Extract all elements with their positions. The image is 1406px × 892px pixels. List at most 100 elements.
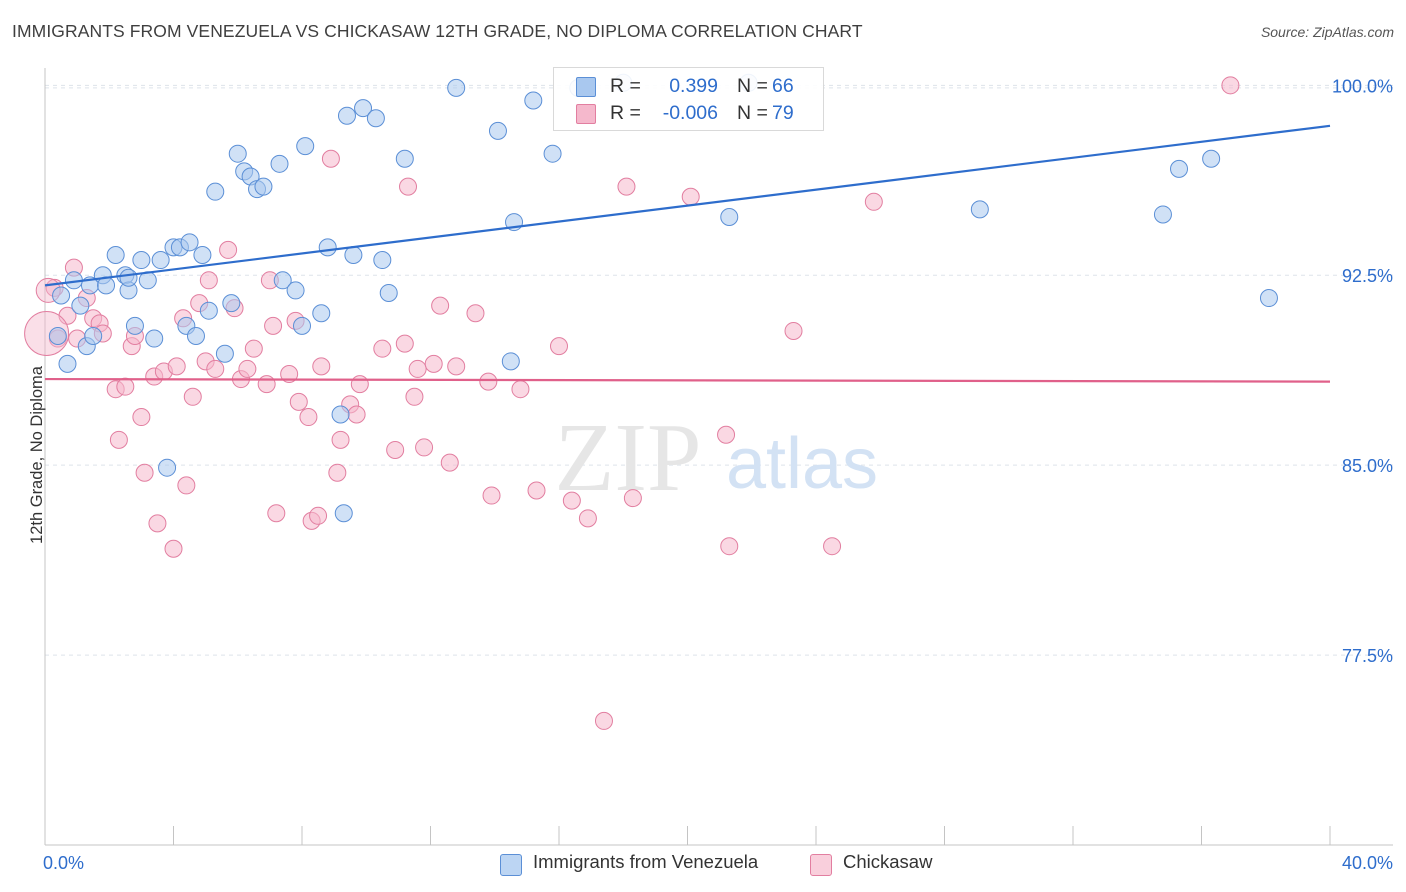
point-chickasaw <box>415 438 434 457</box>
point-venezuela <box>354 99 373 118</box>
point-venezuela <box>132 251 151 270</box>
watermark: ZIP atlas <box>555 404 879 512</box>
point-venezuela <box>373 251 392 270</box>
point-chickasaw <box>447 357 466 376</box>
point-venezuela <box>1202 149 1221 168</box>
point-venezuela <box>293 316 311 335</box>
point-venezuela <box>344 245 363 264</box>
point-chickasaw <box>864 192 883 211</box>
source-credit: Source: ZipAtlas.com <box>1260 24 1394 40</box>
point-chickasaw <box>321 149 340 168</box>
point-chickasaw <box>408 359 427 378</box>
r-value: 0.399 <box>669 75 718 97</box>
point-venezuela <box>206 182 225 201</box>
point-chickasaw <box>312 357 331 376</box>
point-chickasaw <box>373 339 392 358</box>
point-venezuela <box>543 144 562 163</box>
point-venezuela <box>71 296 90 315</box>
point-chickasaw <box>405 387 424 406</box>
point-chickasaw <box>527 481 546 500</box>
x-tick-label-min: 0.0% <box>43 853 84 873</box>
point-venezuela <box>501 352 520 371</box>
n-label: N = <box>737 102 768 124</box>
point-venezuela <box>488 121 507 140</box>
point-venezuela <box>186 327 205 346</box>
y-tick-label: 85.0% <box>1342 456 1393 476</box>
legend-swatch-venezuela <box>500 854 522 876</box>
point-chickasaw <box>431 296 450 315</box>
point-venezuela <box>312 304 331 323</box>
point-chickasaw <box>177 476 196 495</box>
point-venezuela <box>84 327 103 346</box>
point-chickasaw <box>511 380 530 399</box>
point-chickasaw <box>550 337 568 356</box>
legend-swatch-chickasaw <box>810 854 832 876</box>
point-chickasaw <box>264 316 283 335</box>
point-chickasaw <box>720 537 739 556</box>
n-value: 79 <box>772 102 794 124</box>
point-chickasaw <box>328 463 347 482</box>
point-venezuela <box>119 268 138 287</box>
point-chickasaw <box>219 240 238 259</box>
point-chickasaw <box>717 425 736 444</box>
point-venezuela <box>158 458 177 477</box>
point-chickasaw <box>206 359 225 378</box>
point-venezuela <box>106 245 125 264</box>
n-label: N = <box>737 75 768 97</box>
point-chickasaw <box>167 357 186 376</box>
point-chickasaw <box>299 408 318 427</box>
point-venezuela <box>125 316 144 335</box>
r-label: R = <box>610 102 641 124</box>
point-chickasaw <box>479 372 498 391</box>
legend-label-chickasaw: Chickasaw <box>843 851 933 872</box>
trend-lines <box>44 124 1331 383</box>
point-venezuela <box>270 154 289 173</box>
point-chickasaw <box>116 377 135 396</box>
point-chickasaw <box>399 177 418 196</box>
point-chickasaw <box>440 453 459 472</box>
point-chickasaw <box>199 271 218 290</box>
point-chickasaw <box>386 440 405 459</box>
point-venezuela <box>180 233 199 252</box>
trend-line-chickasaw <box>44 377 1331 383</box>
point-chickasaw <box>562 491 581 510</box>
y-tick-label: 100.0% <box>1332 76 1393 96</box>
legend-label-venezuela: Immigrants from Venezuela <box>533 851 759 872</box>
point-venezuela <box>58 354 77 373</box>
point-venezuela <box>48 327 67 346</box>
point-venezuela <box>1259 289 1278 308</box>
point-venezuela <box>222 294 241 313</box>
correlation-legend: R = 0.399 N = 66 R = -0.006 N = 79 <box>553 67 824 131</box>
point-chickasaw <box>784 321 803 340</box>
point-chickasaw <box>148 514 167 533</box>
chart-title: IMMIGRANTS FROM VENEZUELA VS CHICKASAW 1… <box>12 21 863 41</box>
point-venezuela <box>334 504 353 523</box>
point-venezuela <box>970 200 989 219</box>
point-chickasaw <box>350 375 369 394</box>
point-chickasaw <box>347 405 366 424</box>
point-venezuela <box>337 106 356 125</box>
point-chickasaw <box>183 387 202 406</box>
point-chickasaw <box>257 375 276 394</box>
n-value: 66 <box>772 75 794 97</box>
point-chickasaw <box>594 711 613 730</box>
point-chickasaw <box>109 430 128 449</box>
point-chickasaw <box>289 392 308 411</box>
point-venezuela <box>720 208 739 226</box>
point-venezuela <box>296 137 315 156</box>
point-venezuela <box>1170 159 1189 178</box>
series-venezuela-points <box>48 73 1278 523</box>
x-tick-label-max: 40.0% <box>1342 853 1393 873</box>
point-chickasaw <box>617 177 636 196</box>
point-chickasaw <box>578 509 597 528</box>
y-tick-label: 92.5% <box>1342 266 1393 286</box>
point-venezuela <box>228 144 247 163</box>
point-chickasaw <box>132 408 151 427</box>
point-venezuela <box>331 405 350 424</box>
point-chickasaw <box>280 365 299 383</box>
point-venezuela <box>193 245 212 264</box>
trend-line-venezuela <box>44 124 1331 287</box>
y-tick-labels: 77.5% 85.0% 92.5% 100.0% <box>1332 76 1393 666</box>
point-chickasaw <box>244 339 263 358</box>
point-venezuela <box>254 177 273 196</box>
